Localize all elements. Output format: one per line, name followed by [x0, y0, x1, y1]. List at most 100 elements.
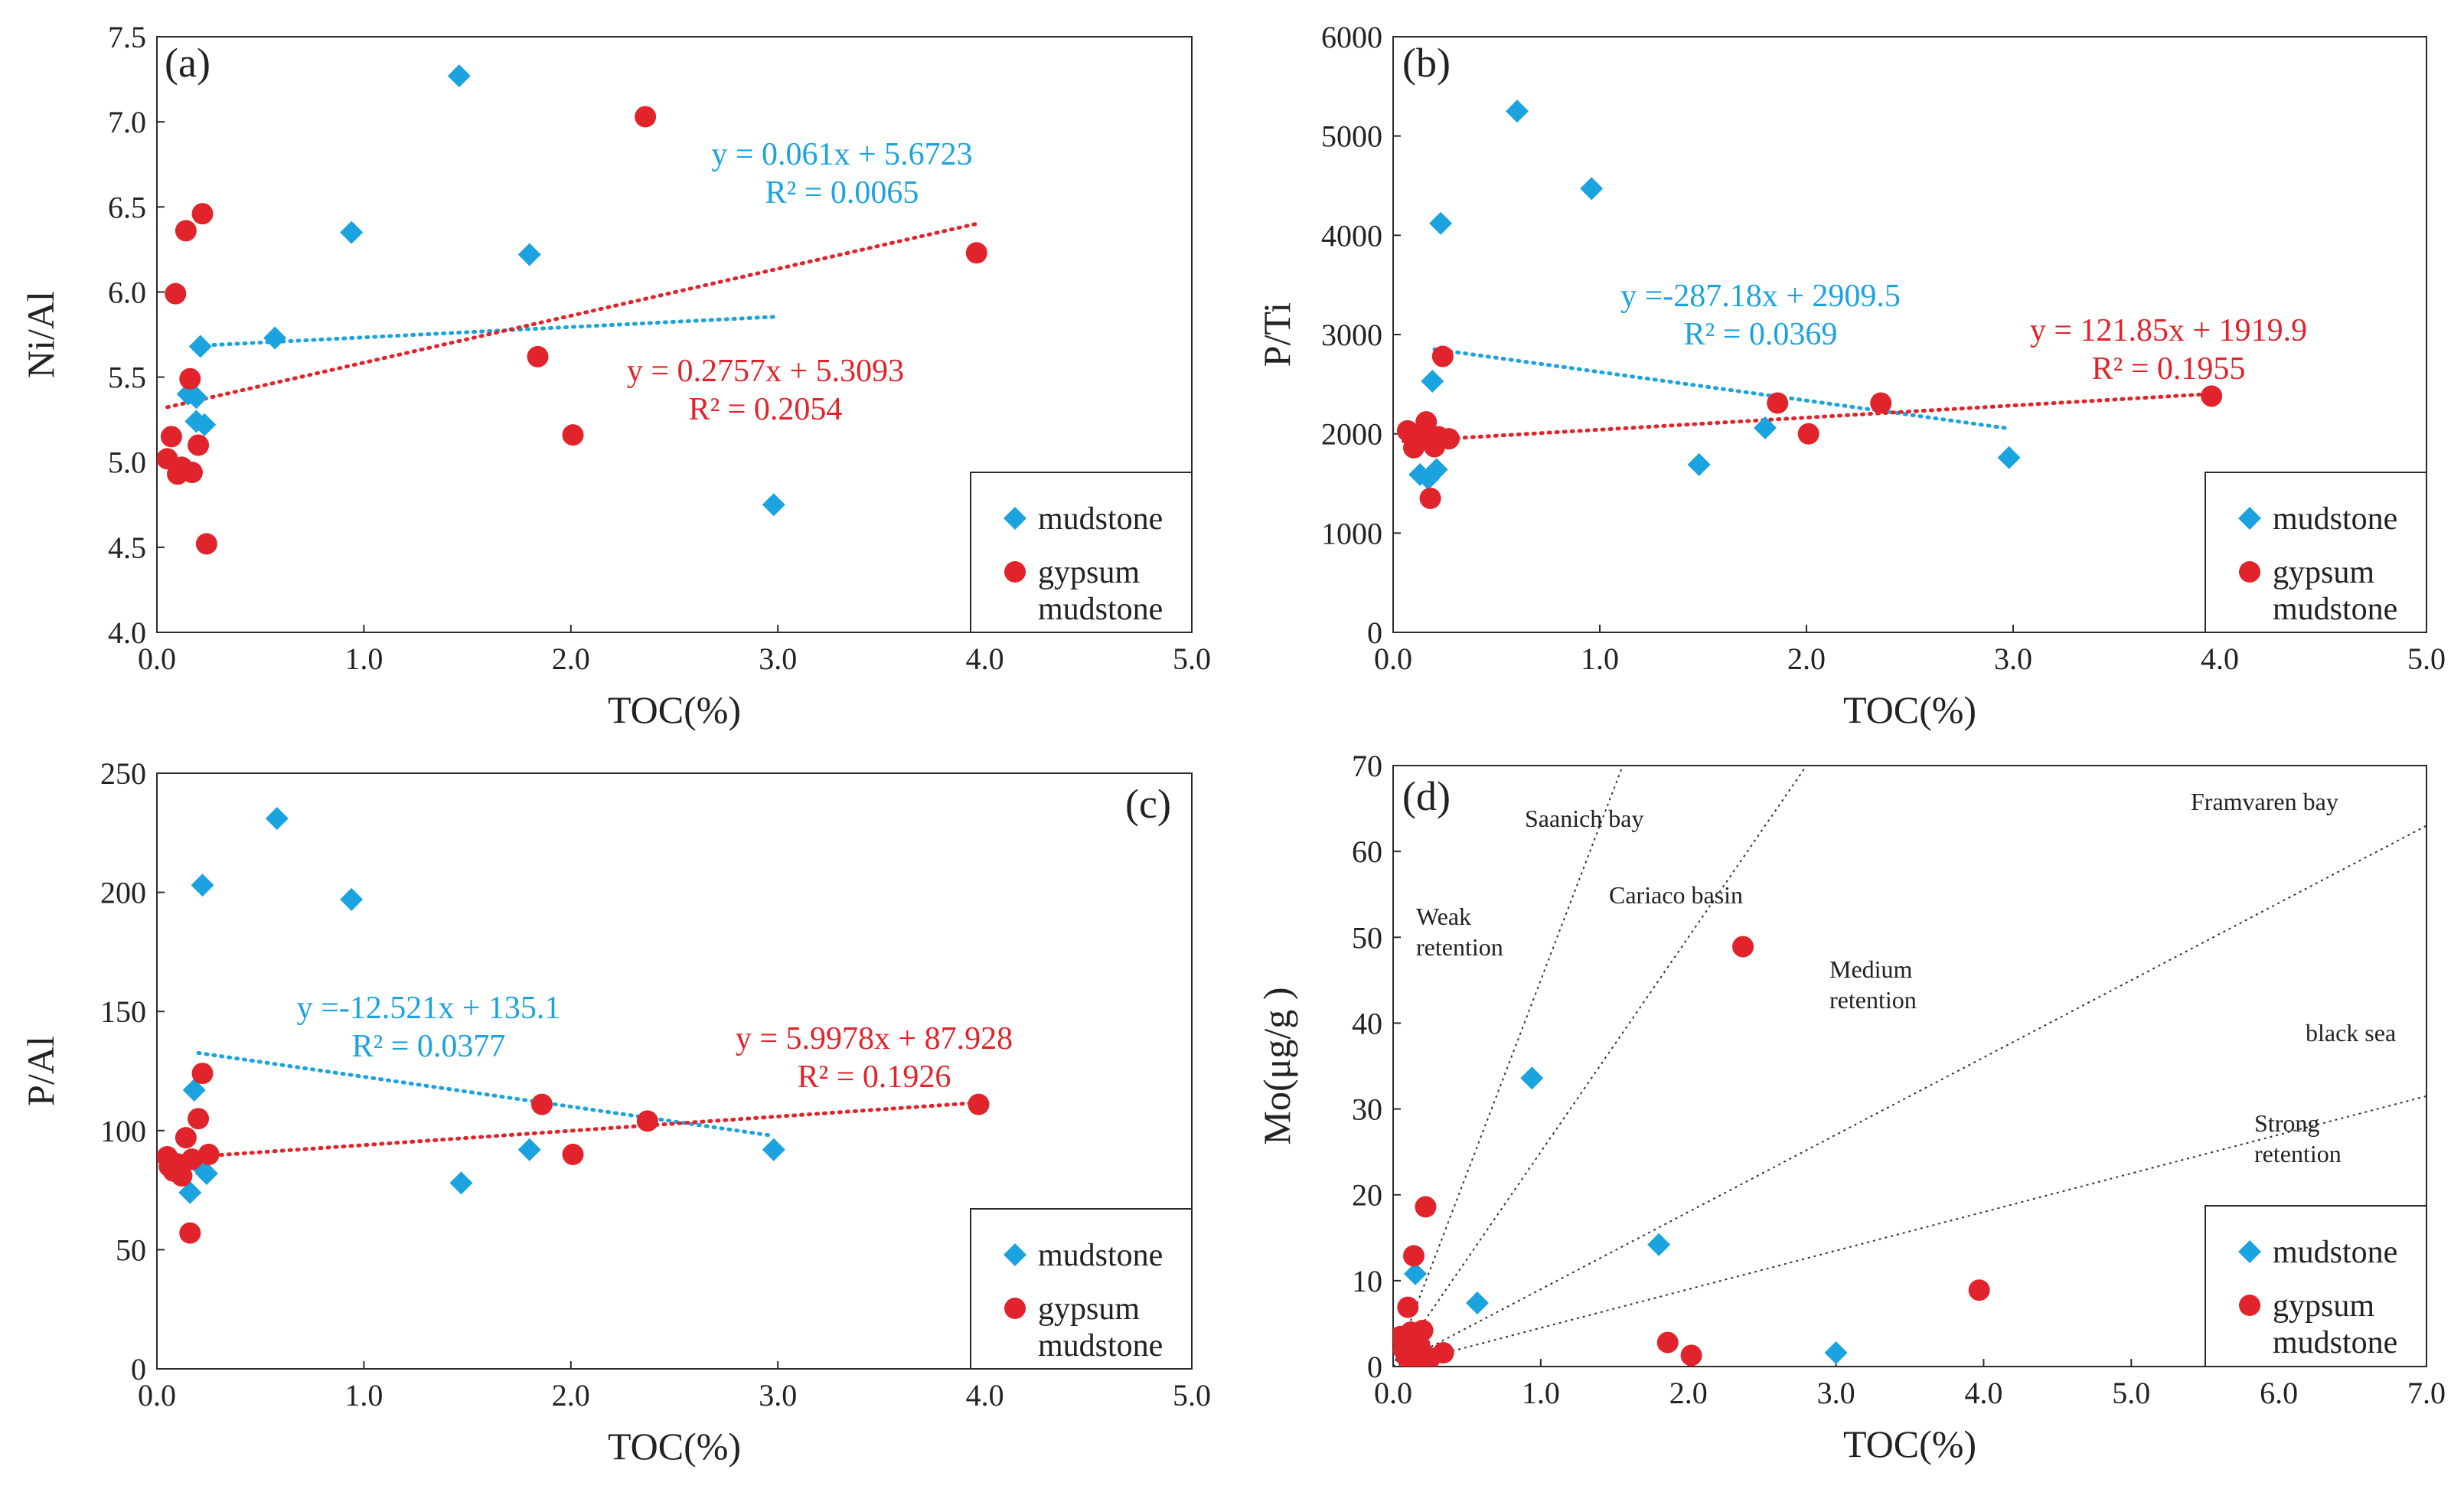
- legend-box: [2205, 472, 2427, 633]
- data-point-mudstone: [447, 64, 471, 88]
- legend-marker-gypsum-mudstone: [2239, 1295, 2260, 1316]
- annotation-label: retention: [2254, 1140, 2342, 1167]
- reference-line-saanich-bay: [1393, 766, 1624, 1367]
- data-point-mudstone: [449, 1171, 473, 1195]
- annotation-label: Cariaco basin: [1609, 881, 1743, 909]
- y-tick-label: 200: [100, 876, 146, 910]
- data-point-mudstone: [1429, 211, 1453, 235]
- x-tick-label: 1.0: [344, 642, 383, 676]
- x-tick-label: 4.0: [2201, 642, 2239, 676]
- data-point-mudstone: [1425, 458, 1448, 482]
- y-tick-label: 7.0: [108, 105, 146, 139]
- data-point-gypsum-mudstone: [1968, 1279, 1990, 1301]
- x-tick-label: 7.0: [2407, 1376, 2446, 1410]
- data-point-gypsum-mudstone: [195, 533, 217, 555]
- data-point-mudstone: [178, 1181, 202, 1204]
- x-tick-label: 5.0: [2407, 642, 2446, 676]
- trendline-gypsum-mudstone: [165, 1100, 981, 1161]
- reference-line-cariaco-basin: [1393, 766, 1807, 1367]
- data-point-mudstone: [191, 874, 214, 897]
- y-tick-label: 2000: [1321, 417, 1382, 452]
- x-tick-label: 1.0: [1581, 642, 1619, 676]
- x-axis-title: TOC(%): [1843, 688, 1976, 731]
- annotation-label: retention: [1829, 986, 1917, 1014]
- data-point-gypsum-mudstone: [179, 367, 201, 390]
- y-tick-label: 30: [1352, 1092, 1382, 1127]
- panel-label: (d): [1402, 773, 1451, 819]
- x-tick-label: 0.0: [138, 1378, 176, 1412]
- legend-marker-mudstone: [1004, 507, 1026, 530]
- data-point-gypsum-mudstone: [965, 242, 987, 264]
- trendline-gypsum-mudstone: [1402, 391, 2214, 443]
- plot-frame: [1392, 765, 2427, 1367]
- y-tick-label: 20: [1352, 1178, 1382, 1213]
- plot-area: [157, 807, 990, 1244]
- data-point-mudstone: [762, 493, 785, 517]
- data-point-gypsum-mudstone: [1767, 392, 1789, 414]
- y-tick-label: 100: [100, 1114, 146, 1148]
- x-tick-label: 0.0: [1374, 642, 1412, 676]
- y-tick-label: 150: [100, 994, 146, 1029]
- data-point-gypsum-mudstone: [1431, 345, 1454, 367]
- panel-b: 0.0 1.0 2.0 3.0 4.0 5.0 0 1000 2000 3000 4000 5000 6…: [1255, 20, 2446, 731]
- x-tick-label: 5.0: [1173, 1378, 1211, 1412]
- data-point-gypsum-mudstone: [1419, 487, 1441, 509]
- x-axis-title: TOC(%): [1843, 1422, 1976, 1465]
- legend-label: gypsum: [1038, 555, 1140, 590]
- data-point-gypsum-mudstone: [181, 462, 203, 484]
- y-tick-label: 70: [1352, 749, 1382, 783]
- data-point-mudstone: [340, 220, 364, 244]
- x-tick-label: 2.0: [552, 642, 590, 676]
- legend-marker-mudstone: [2238, 507, 2261, 530]
- data-point-gypsum-mudstone: [179, 1222, 201, 1244]
- data-point-mudstone: [1421, 369, 1444, 393]
- data-point-gypsum-mudstone: [175, 1127, 197, 1149]
- trendline-mudstone: [196, 315, 780, 348]
- y-tick-label: 40: [1352, 1006, 1382, 1040]
- plot-area: [157, 64, 987, 555]
- x-tick-label: 0.0: [1374, 1376, 1412, 1410]
- annotation-label: Medium: [1829, 955, 1913, 983]
- plot-area: [1396, 100, 2223, 509]
- trend-equation: y = 5.9978x + 87.928: [736, 1021, 1013, 1056]
- y-axis-title: P/Al: [19, 1036, 62, 1106]
- data-point-mudstone: [517, 243, 541, 266]
- panel-d: 0.0 1.0 2.0 3.0 4.0 5.0 6.0 7.0 0 10 20 30 40 50 60 70 T…: [1255, 749, 2446, 1465]
- legend-label: mudstone: [1038, 592, 1163, 627]
- y-tick-label: 250: [100, 756, 146, 791]
- x-tick-label: 1.0: [344, 1378, 383, 1412]
- y-tick-label: 5.0: [108, 446, 146, 480]
- x-tick-label: 3.0: [759, 1378, 797, 1412]
- data-point-mudstone: [1465, 1292, 1489, 1315]
- data-point-gypsum-mudstone: [1415, 1196, 1437, 1218]
- data-point-gypsum-mudstone: [530, 1093, 553, 1115]
- x-tick-label: 0.0: [138, 642, 176, 676]
- plot-frame: [156, 772, 1193, 1370]
- x-tick-label: 3.0: [1817, 1376, 1855, 1410]
- data-point-mudstone: [1403, 1262, 1427, 1285]
- data-point-gypsum-mudstone: [160, 426, 182, 448]
- legend-box: [970, 472, 1193, 633]
- data-point-gypsum-mudstone: [968, 1093, 990, 1115]
- y-axis-title: Ni/Al: [19, 291, 62, 378]
- data-point-gypsum-mudstone: [562, 424, 584, 446]
- trend-r2: R² = 0.0369: [1684, 317, 1838, 352]
- x-axis-title: TOC(%): [608, 688, 741, 731]
- data-point-mudstone: [1997, 446, 2021, 469]
- y-axis-title: Mo(μg/g ): [1255, 988, 1298, 1145]
- data-point-gypsum-mudstone: [191, 203, 214, 225]
- data-point-gypsum-mudstone: [1438, 428, 1460, 450]
- panel-label: (b): [1402, 40, 1451, 86]
- legend-marker-gypsum-mudstone: [1004, 1298, 1026, 1319]
- trend-equation: y = 121.85x + 1919.9: [2030, 313, 2307, 348]
- panel-label: (c): [1125, 781, 1171, 827]
- data-point-gypsum-mudstone: [1797, 423, 1819, 445]
- y-tick-label: 0: [1367, 1350, 1382, 1384]
- x-tick-label: 5.0: [2112, 1376, 2150, 1410]
- y-axis-title: P/Ti: [1255, 302, 1298, 367]
- plot-frame: [156, 36, 1193, 633]
- trend-equation: y = 0.2757x + 5.3093: [627, 354, 904, 389]
